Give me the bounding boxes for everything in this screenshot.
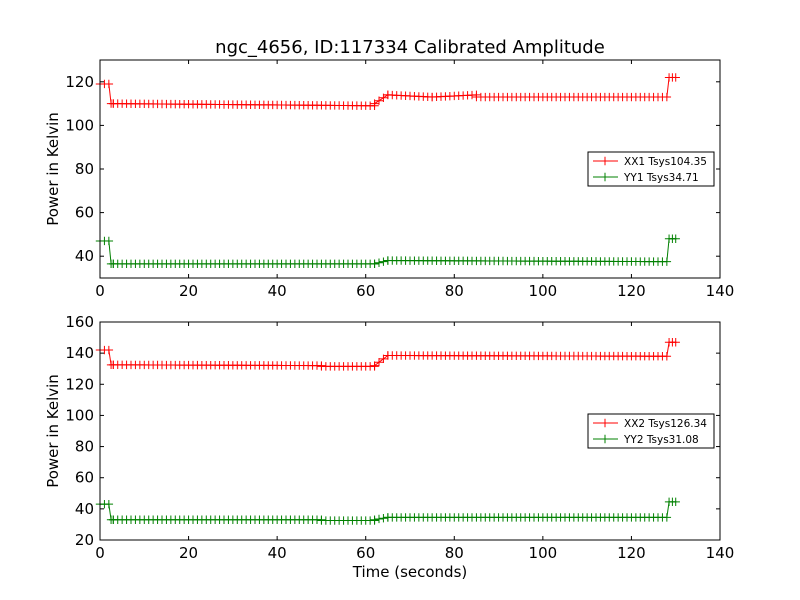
series-line [374, 94, 389, 105]
top-panel: 0 20 40 60 80 100 120 140 40 60 80 100 120 Power in K… [44, 59, 735, 300]
plus-marker [671, 497, 680, 507]
series-line [374, 260, 388, 265]
plus-marker [370, 515, 379, 524]
plus-marker [379, 257, 388, 266]
x-tick-label: 120 [617, 282, 646, 300]
plus-marker [379, 354, 388, 364]
y-tick-label: 120 [65, 375, 94, 393]
x-tick-label: 20 [179, 282, 198, 300]
y-tick-label: 160 [65, 313, 94, 331]
x-tick-label: 140 [706, 282, 735, 300]
plus-marker [379, 93, 388, 102]
y-tick-label: 40 [75, 500, 94, 518]
series-line [666, 238, 670, 262]
legend-box [587, 413, 715, 449]
y-tick-label: 100 [65, 116, 94, 134]
y-tick-label: 80 [75, 438, 94, 456]
series-line [666, 77, 670, 98]
y-tick-label: 60 [75, 469, 94, 487]
x-tick-label: 0 [95, 544, 105, 562]
x-tick-label: 80 [445, 282, 464, 300]
y-tick-label: 100 [65, 406, 94, 424]
plus-marker [600, 156, 610, 166]
x-tick-label: 60 [356, 544, 375, 562]
legend-label: XX2 Tsys126.34 [624, 418, 707, 430]
series-line [108, 83, 112, 104]
series-line [108, 349, 112, 365]
bottom-panel: 0 20 40 60 80 100 120 14020406080100120140160Po… [44, 313, 734, 562]
y-axis-label: Power in Kelvin [44, 112, 62, 226]
y-tick-label: 80 [75, 160, 94, 178]
series-line [108, 240, 112, 264]
axes-frame [99, 321, 721, 541]
series-yy [95, 234, 680, 269]
plus-marker [374, 96, 384, 105]
plus-marker [374, 358, 384, 367]
series-line [108, 504, 112, 520]
series-line [666, 501, 670, 518]
x-tick-label: 60 [356, 282, 375, 300]
plus-marker [370, 259, 379, 269]
legend-label: XX1 Tsys104.35 [624, 156, 707, 168]
x-tick-label: 120 [617, 544, 646, 562]
plus-marker [379, 514, 388, 523]
plus-marker [600, 418, 610, 428]
x-tick-label: 20 [179, 544, 198, 562]
legend: XX2 Tsys126.34 YY2 Tsys31.08 [587, 413, 715, 449]
series-line [666, 342, 670, 357]
legend-box [587, 151, 715, 187]
x-tick-label: 140 [706, 544, 735, 562]
y-tick-label: 40 [75, 247, 94, 265]
plus-marker [600, 172, 610, 182]
plus-marker [671, 338, 680, 347]
x-tick-label: 0 [95, 282, 105, 300]
plus-marker [671, 234, 680, 243]
y-tick-label: 60 [75, 204, 94, 222]
x-axis-label: Time (seconds) [352, 563, 468, 581]
series-yy [95, 497, 680, 525]
x-tick-label: 100 [529, 544, 558, 562]
plus-marker [671, 73, 680, 82]
series-xx [95, 338, 680, 371]
y-tick-label: 120 [65, 73, 94, 91]
y-axis-label: Power in Kelvin [44, 374, 62, 488]
y-tick-label: 20 [75, 531, 94, 549]
plus-marker [374, 258, 384, 267]
legend-label: YY2 Tsys31.08 [623, 434, 699, 446]
plus-marker [374, 514, 384, 524]
plus-marker [600, 434, 610, 444]
x-tick-label: 100 [529, 282, 558, 300]
x-tick-label: 40 [268, 282, 287, 300]
legend-label: YY1 Tsys34.71 [623, 172, 699, 184]
x-tick-label: 40 [268, 544, 287, 562]
figure-title: ngc_4656, ID:117334 Calibrated Amplitude [215, 37, 605, 58]
x-tick-label: 80 [445, 544, 464, 562]
y-tick-label: 140 [65, 344, 94, 362]
series-xx [95, 73, 680, 110]
series-line [374, 355, 389, 366]
legend: XX1 Tsys104.35 YY1 Tsys34.71 [587, 151, 715, 187]
